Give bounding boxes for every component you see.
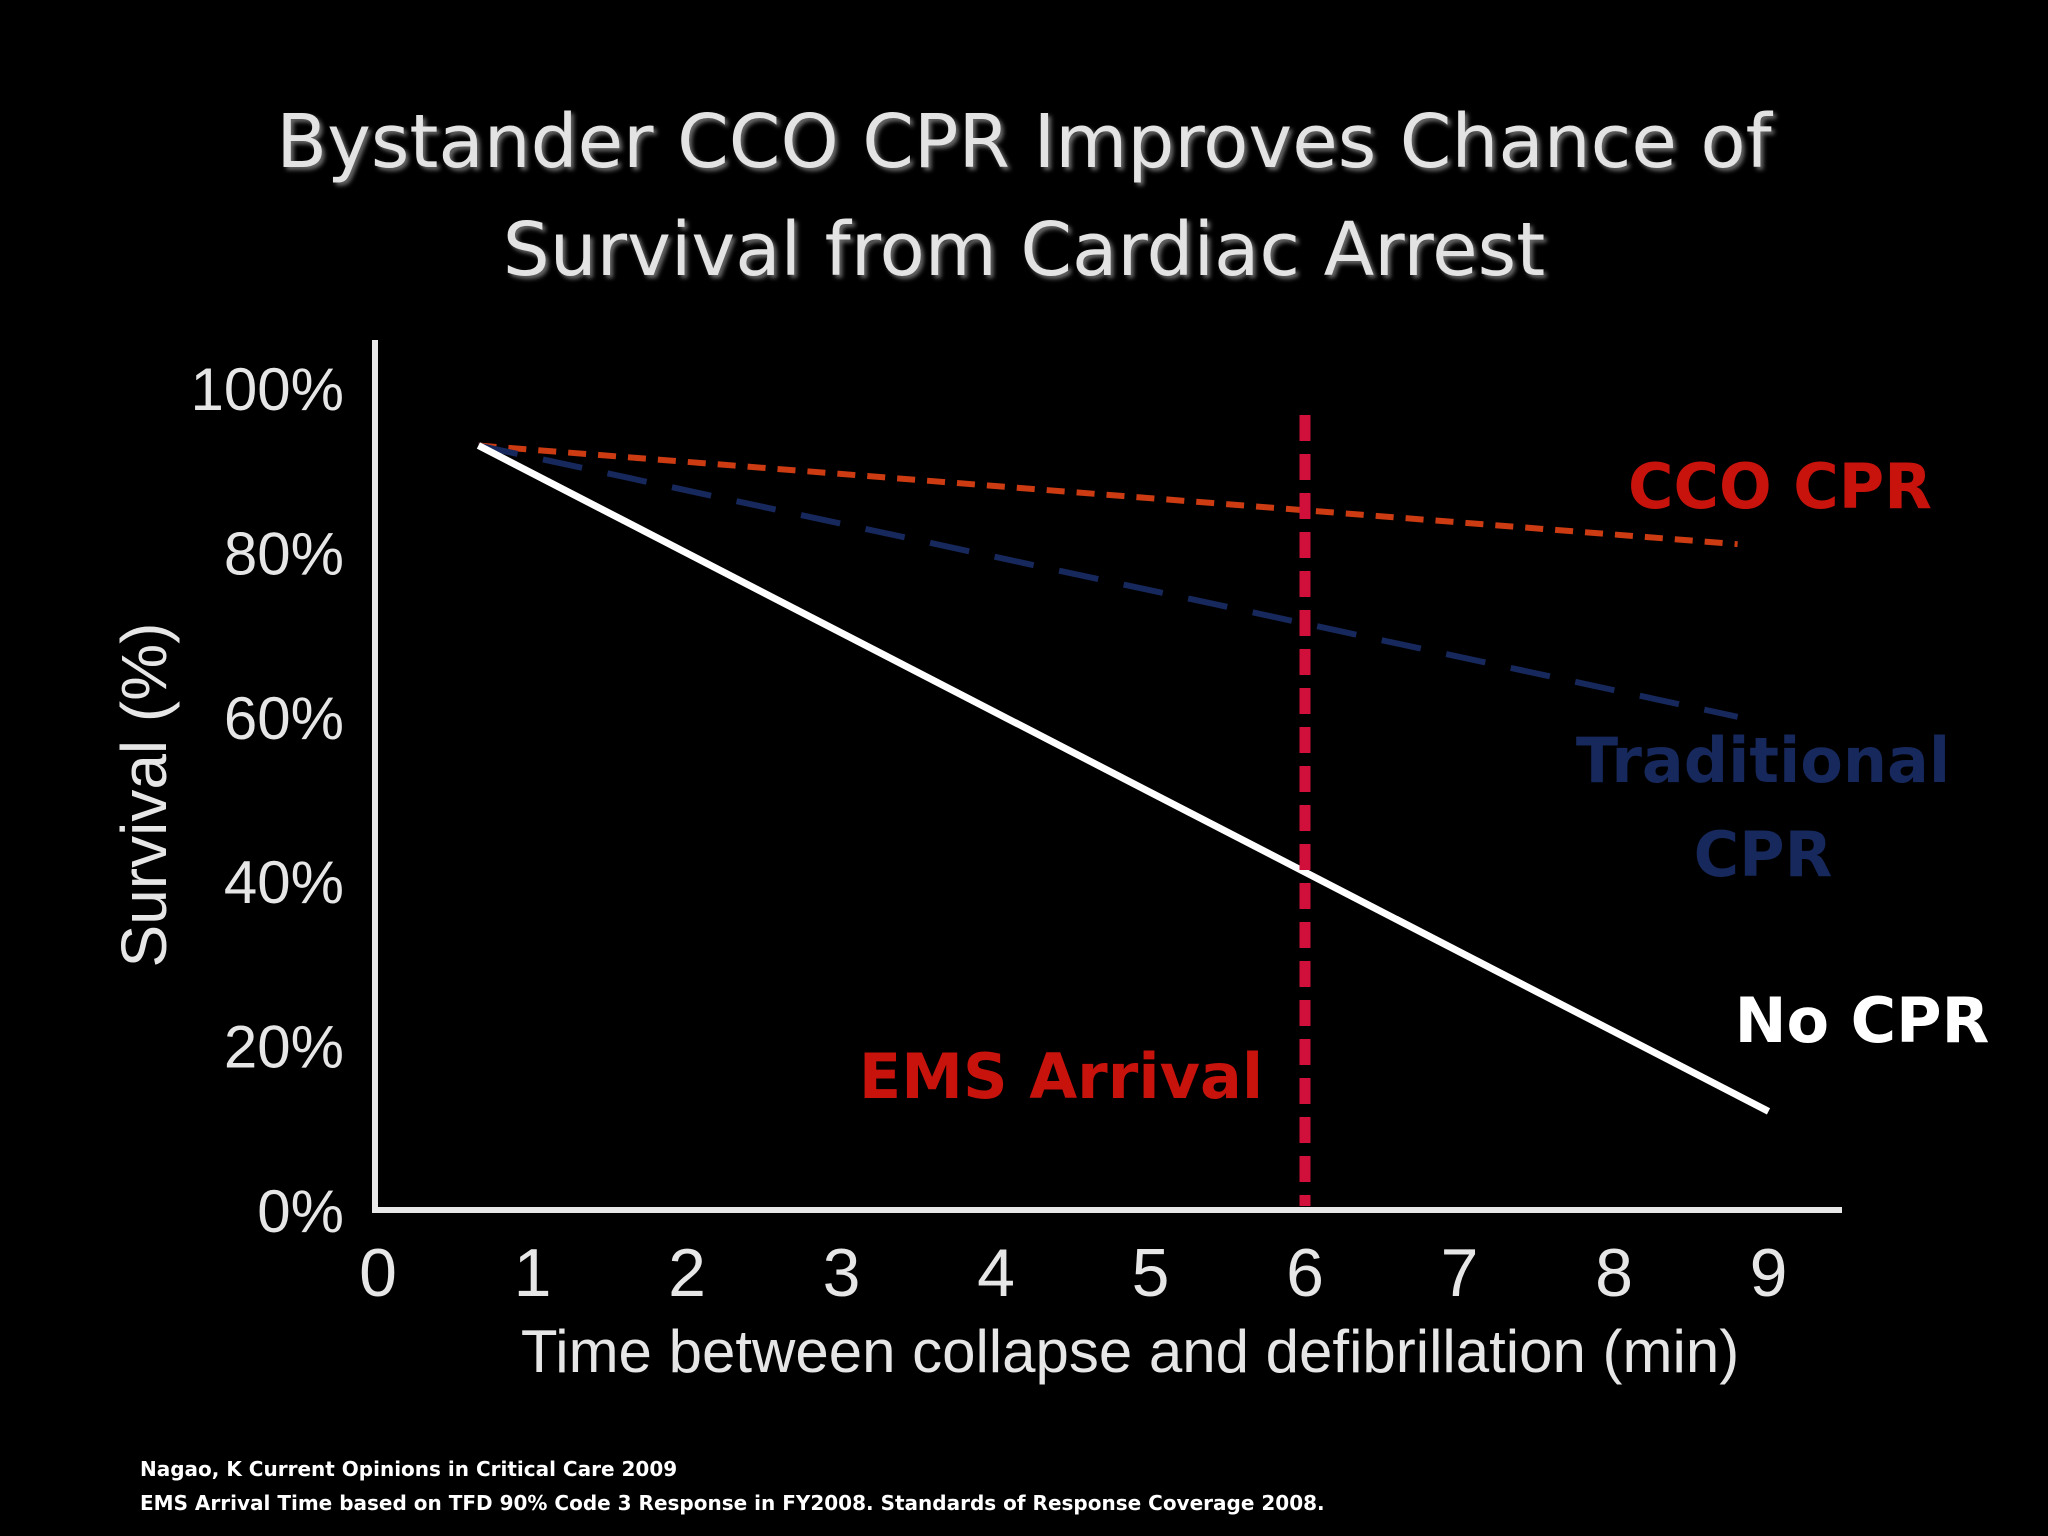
slide-title-line-1: Bystander CCO CPR Improves Chance of [276, 99, 1772, 185]
x-tick-label: 3 [823, 1235, 861, 1311]
x-tick-label: 2 [668, 1235, 706, 1311]
series-label: CCO CPR [1628, 450, 1932, 523]
y-axis-title: Survival (%) [108, 623, 180, 968]
x-tick-label: 8 [1595, 1235, 1633, 1311]
slide-title: Bystander CCO CPR Improves Chance of Sur… [0, 88, 2048, 304]
series-line [478, 442, 1738, 548]
y-tick-label: 80% [224, 520, 344, 587]
series-label: Traditional [1576, 724, 1950, 797]
footnote-citation: Nagao, K Current Opinions in Critical Ca… [140, 1457, 678, 1481]
series-label: CPR [1694, 818, 1833, 891]
x-tick-label: 1 [514, 1235, 552, 1311]
ems-arrival-label: EMS Arrival [859, 1040, 1263, 1113]
footnote: Nagao, K Current Opinions in Critical Ca… [140, 1452, 1325, 1520]
x-tick-label: 6 [1286, 1235, 1324, 1311]
x-tick-label: 9 [1750, 1235, 1788, 1311]
series-label: No CPR [1735, 984, 1990, 1057]
series-line [477, 442, 1739, 720]
x-tick-label: 0 [359, 1235, 397, 1311]
x-tick-label: 7 [1441, 1235, 1479, 1311]
slide-title-line-2: Survival from Cardiac Arrest [502, 207, 1546, 293]
x-tick-label: 5 [1132, 1235, 1170, 1311]
y-tick-label: 60% [224, 685, 344, 752]
y-tick-label: 0% [257, 1178, 344, 1245]
x-tick-label: 4 [977, 1235, 1015, 1311]
x-axis-title: Time between collapse and defibrillation… [521, 1318, 1739, 1385]
y-tick-label: 100% [191, 356, 344, 423]
y-tick-label: 40% [224, 849, 344, 916]
y-tick-label: 20% [224, 1014, 344, 1081]
footnote-ems-note: EMS Arrival Time based on TFD 90% Code 3… [140, 1491, 1325, 1515]
series-line [476, 442, 1771, 1115]
